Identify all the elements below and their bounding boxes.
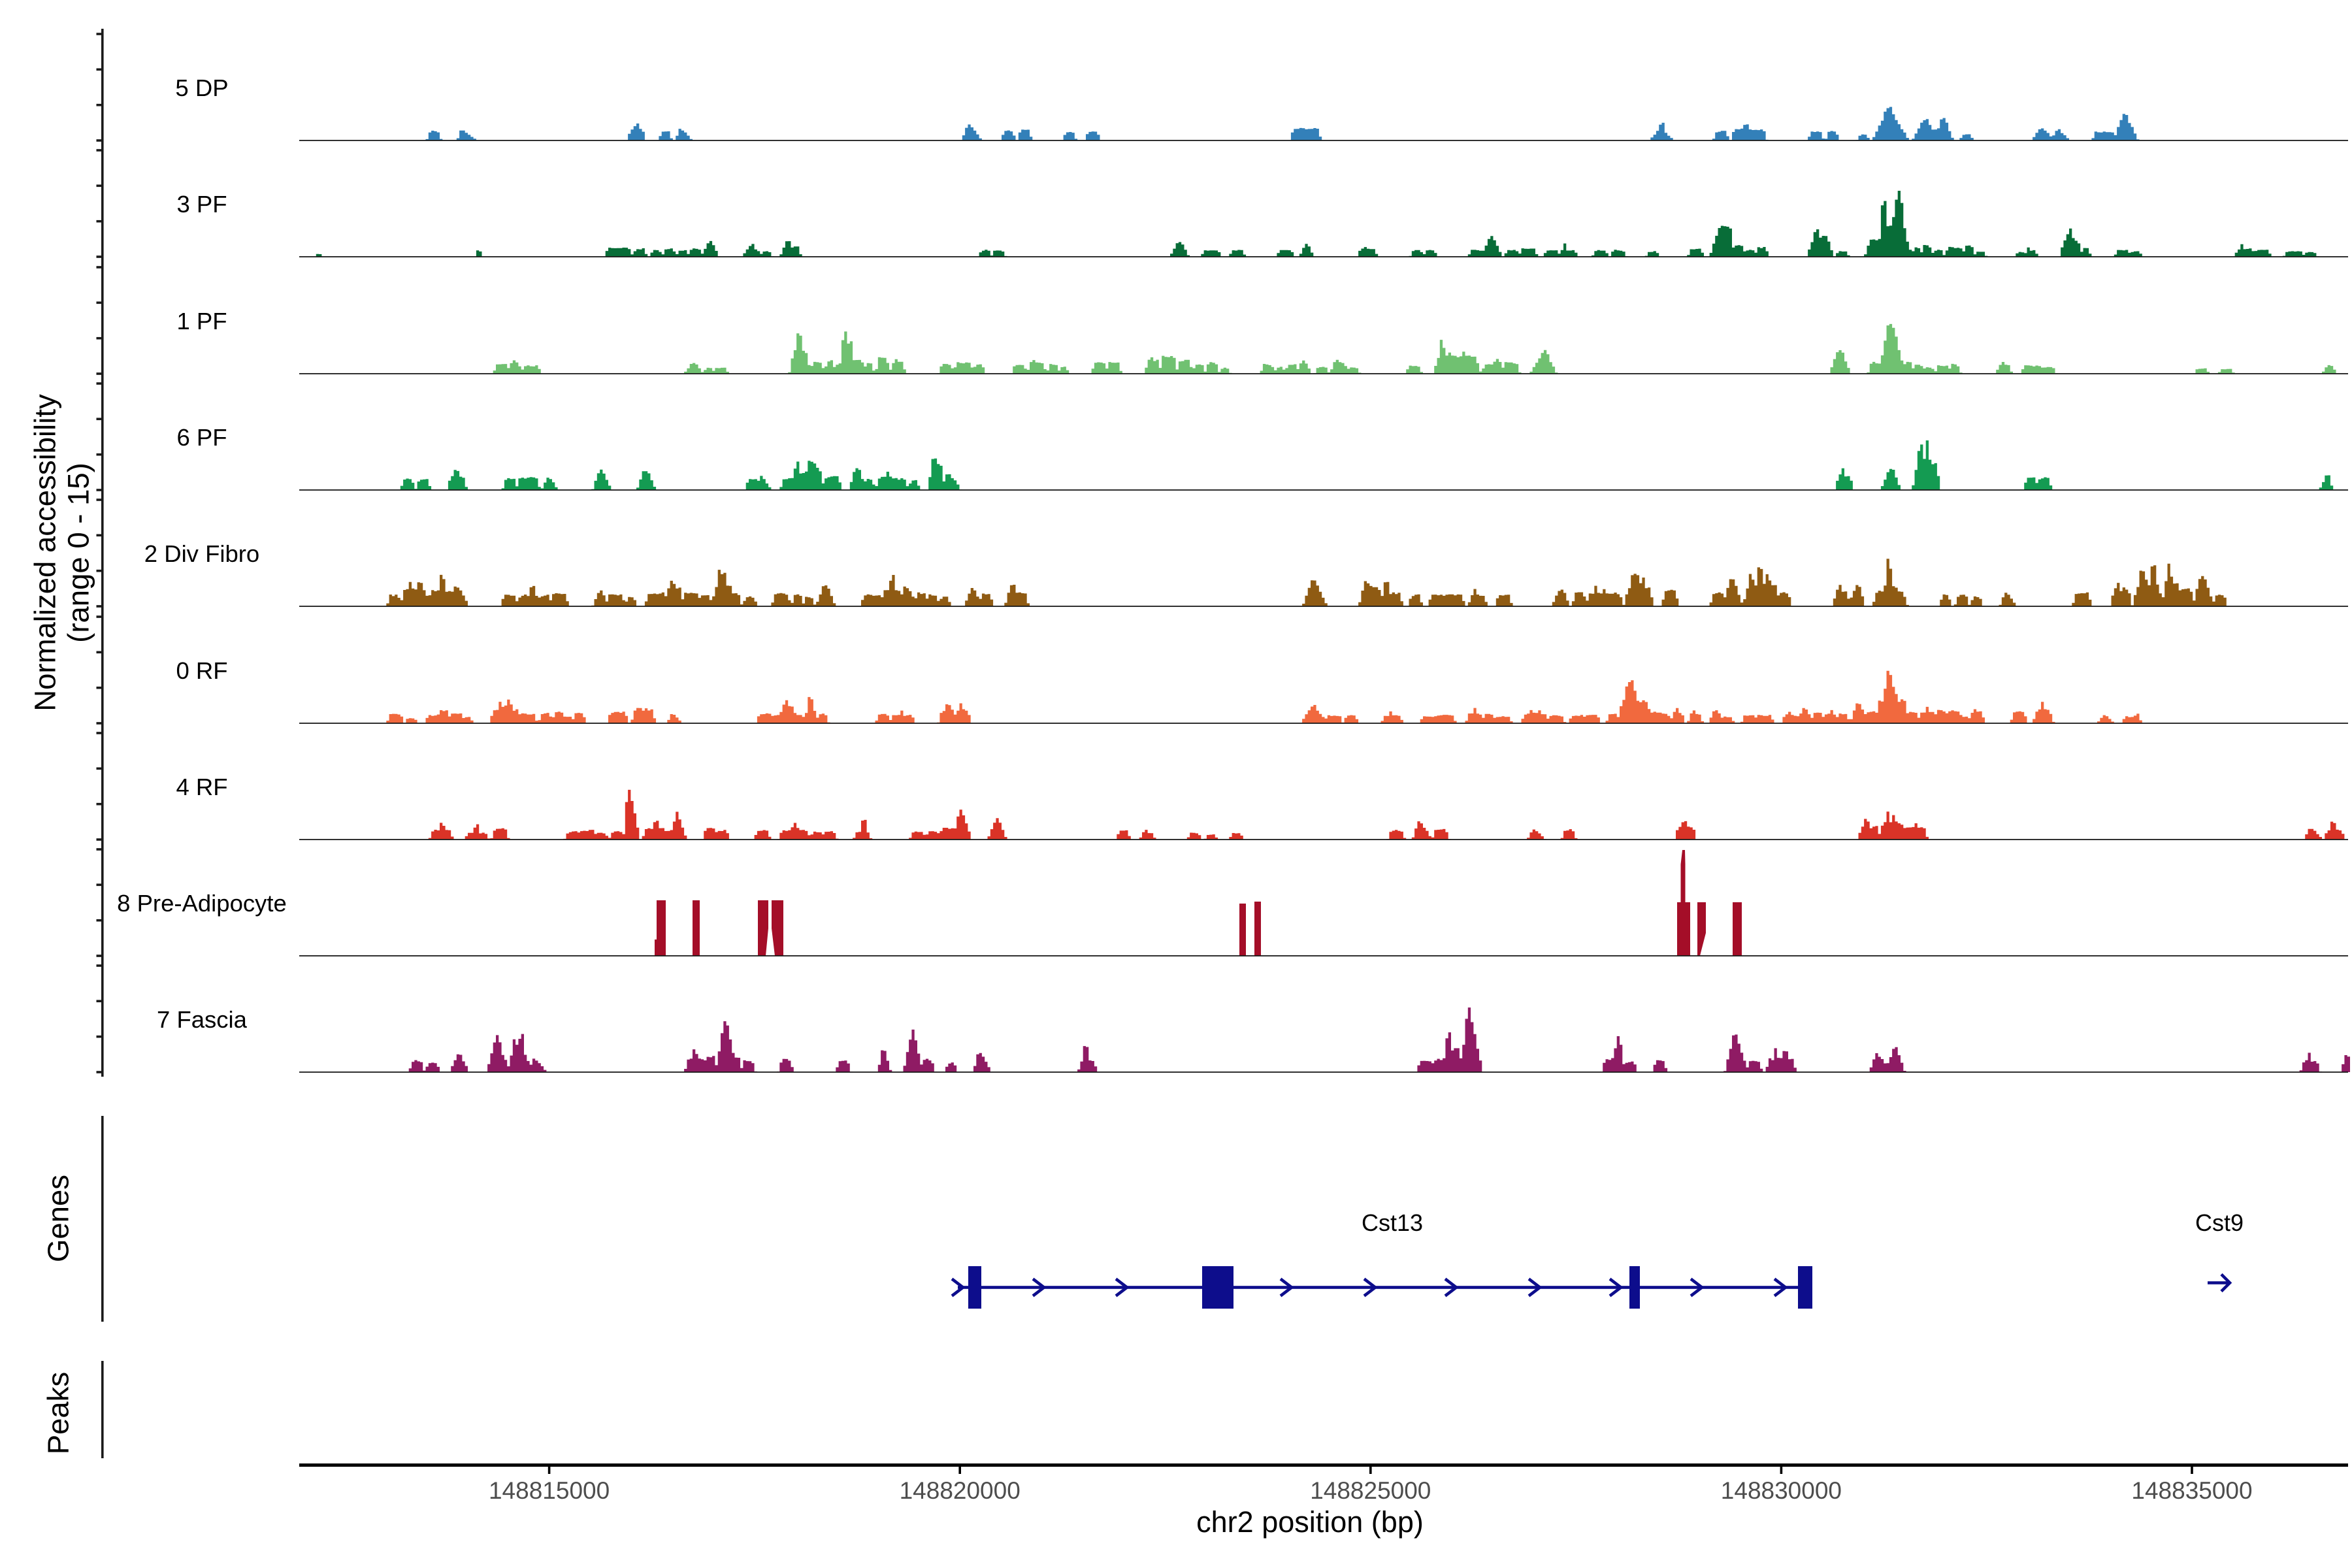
svg-text:7 Fascia: 7 Fascia [157, 1006, 248, 1033]
svg-text:1 PF: 1 PF [176, 308, 227, 335]
svg-text:3 PF: 3 PF [176, 191, 227, 218]
svg-text:148830000: 148830000 [1721, 1477, 1842, 1504]
svg-text:148820000: 148820000 [900, 1477, 1021, 1504]
svg-text:Normalized accessibility: Normalized accessibility [29, 394, 62, 711]
svg-text:0 RF: 0 RF [176, 657, 227, 684]
svg-text:Cst13: Cst13 [1362, 1209, 1423, 1236]
svg-text:8 Pre-Adipocyte: 8 Pre-Adipocyte [117, 890, 287, 917]
svg-text:Cst9: Cst9 [2195, 1209, 2244, 1236]
svg-text:4 RF: 4 RF [176, 774, 227, 800]
svg-text:5 DP: 5 DP [175, 74, 228, 101]
svg-text:(range 0 - 15): (range 0 - 15) [62, 463, 95, 643]
svg-text:6 PF: 6 PF [176, 424, 227, 451]
svg-text:148815000: 148815000 [489, 1477, 610, 1504]
svg-text:148835000: 148835000 [2131, 1477, 2252, 1504]
svg-text:Genes: Genes [42, 1175, 75, 1262]
svg-text:chr2 position (bp): chr2 position (bp) [1196, 1505, 1424, 1539]
svg-text:2 Div Fibro: 2 Div Fibro [144, 540, 259, 567]
svg-text:148825000: 148825000 [1310, 1477, 1431, 1504]
svg-text:Peaks: Peaks [42, 1372, 75, 1454]
